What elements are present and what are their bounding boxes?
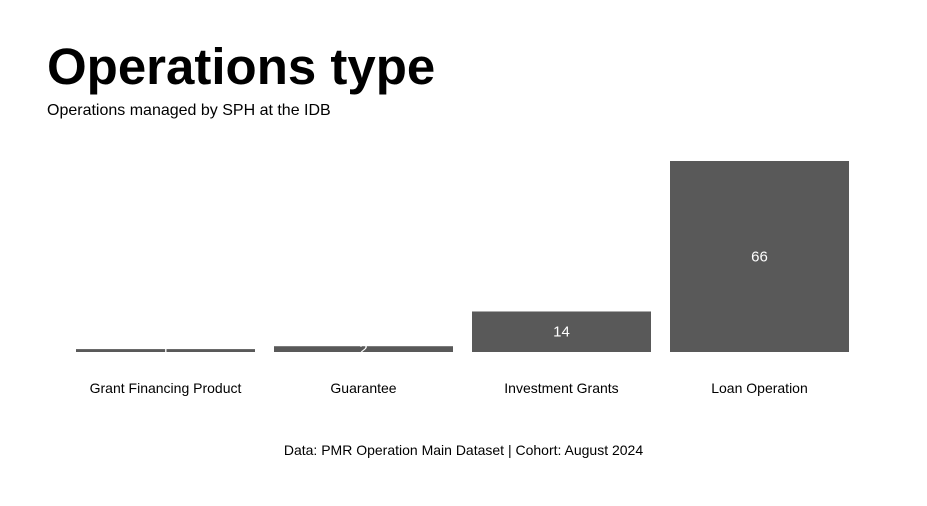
- data-label: 1: [161, 343, 169, 360]
- data-label: 14: [553, 324, 570, 341]
- x-tick-label: Investment Grants: [504, 380, 618, 396]
- bar-loan-operation: [670, 161, 849, 352]
- x-tick-label: Grant Financing Product: [90, 380, 242, 396]
- data-label: 2: [359, 341, 367, 358]
- x-tick-label: Loan Operation: [711, 380, 808, 396]
- bar-investment-grants: [472, 311, 651, 352]
- chart-title: Operations type: [47, 38, 436, 95]
- chart-caption: Data: PMR Operation Main Dataset | Cohor…: [283, 442, 644, 458]
- chart-subtitle: Operations managed by SPH at the IDB: [47, 102, 331, 119]
- bar-guarantee: [274, 346, 453, 352]
- bar-chart: 1 Grant Financing Product 2 Guarantee 14 Inve…: [76, 161, 849, 396]
- x-tick-label: Guarantee: [330, 380, 396, 396]
- bar-grant-financing-product: [76, 349, 255, 352]
- data-label: 66: [751, 249, 768, 266]
